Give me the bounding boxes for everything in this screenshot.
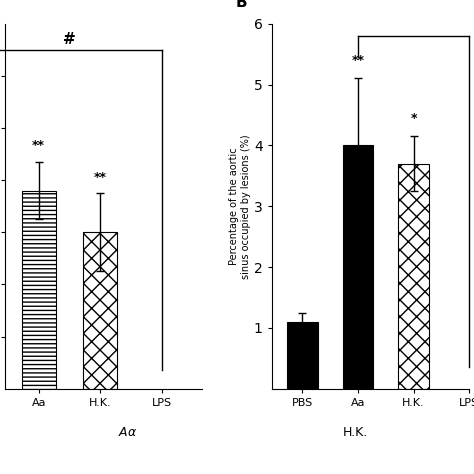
Text: **: ** [351, 55, 365, 67]
Text: *: * [410, 112, 417, 125]
Bar [398, 164, 429, 389]
Y-axis label: Percentage of the aortic
sinus occupied by lesions (%): Percentage of the aortic sinus occupied … [229, 134, 251, 279]
Bar [343, 146, 373, 389]
Bar [83, 232, 118, 389]
Text: B: B [236, 0, 247, 9]
Text: $A\alpha$: $A\alpha$ [118, 426, 137, 439]
Bar [287, 322, 318, 389]
Text: **: ** [94, 171, 107, 184]
Text: H.K.: H.K. [343, 426, 368, 439]
Bar [22, 191, 56, 389]
Text: **: ** [32, 139, 45, 153]
Text: #: # [63, 32, 76, 47]
